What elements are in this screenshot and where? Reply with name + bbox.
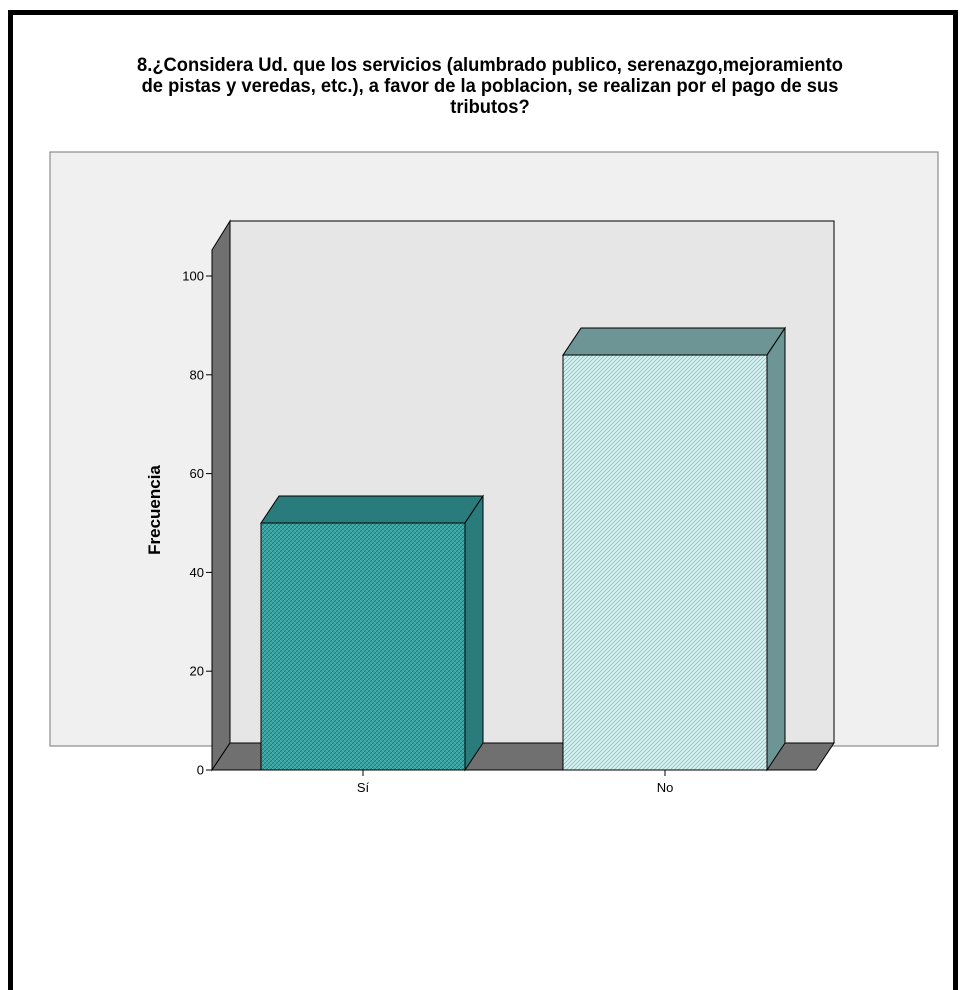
plot-side-wall — [211, 219, 231, 772]
y-tick-label: 20 — [190, 664, 204, 679]
bar-si — [260, 494, 484, 772]
y-tick-label: 0 — [197, 763, 204, 778]
x-tick-label: No — [657, 780, 674, 795]
y-tick-label: 40 — [190, 565, 204, 580]
bar-side-face — [766, 326, 786, 772]
bar-top-face — [562, 327, 786, 356]
bar-front-face — [562, 354, 768, 771]
y-axis-ticks: 0 20 40 60 80 100 — [182, 269, 212, 778]
y-axis-label: Frecuencia — [145, 465, 164, 555]
y-tick-label: 60 — [190, 466, 204, 481]
y-tick-label: 100 — [182, 269, 204, 284]
chart-title-line-2: de pistas y veredas, etc.), a favor de l… — [141, 75, 839, 97]
chart-title: 8.¿Considera Ud. que los servicios (alum… — [67, 55, 913, 118]
bar-side-face — [464, 494, 484, 772]
bars-group — [260, 326, 786, 772]
bar-no — [562, 326, 786, 772]
bar-top-face — [260, 495, 484, 524]
bar-front-face — [260, 522, 466, 771]
x-tick-label: Sí — [357, 780, 370, 795]
y-tick-label: 80 — [190, 367, 204, 382]
chart-title-line-1: 8.¿Considera Ud. que los servicios (alum… — [137, 54, 843, 76]
chart-title-line-3: tributos? — [450, 96, 530, 118]
x-axis-ticks: Sí No — [357, 770, 673, 795]
